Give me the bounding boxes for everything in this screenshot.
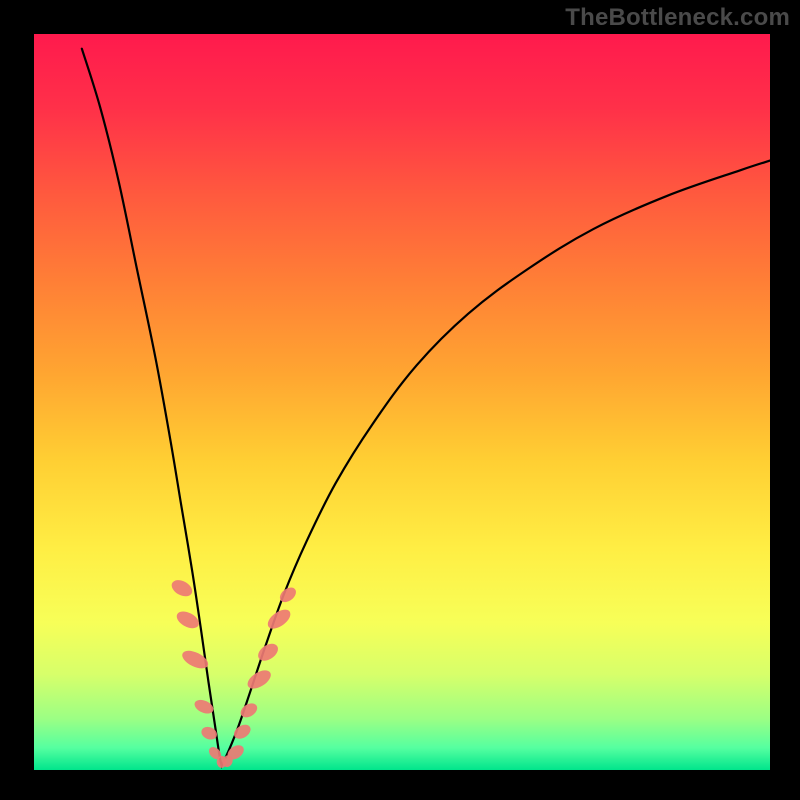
chart-root: TheBottleneck.com <box>0 0 800 800</box>
watermark-text: TheBottleneck.com <box>565 4 790 32</box>
chart-gradient-background <box>34 34 770 770</box>
chart-svg <box>0 0 800 800</box>
